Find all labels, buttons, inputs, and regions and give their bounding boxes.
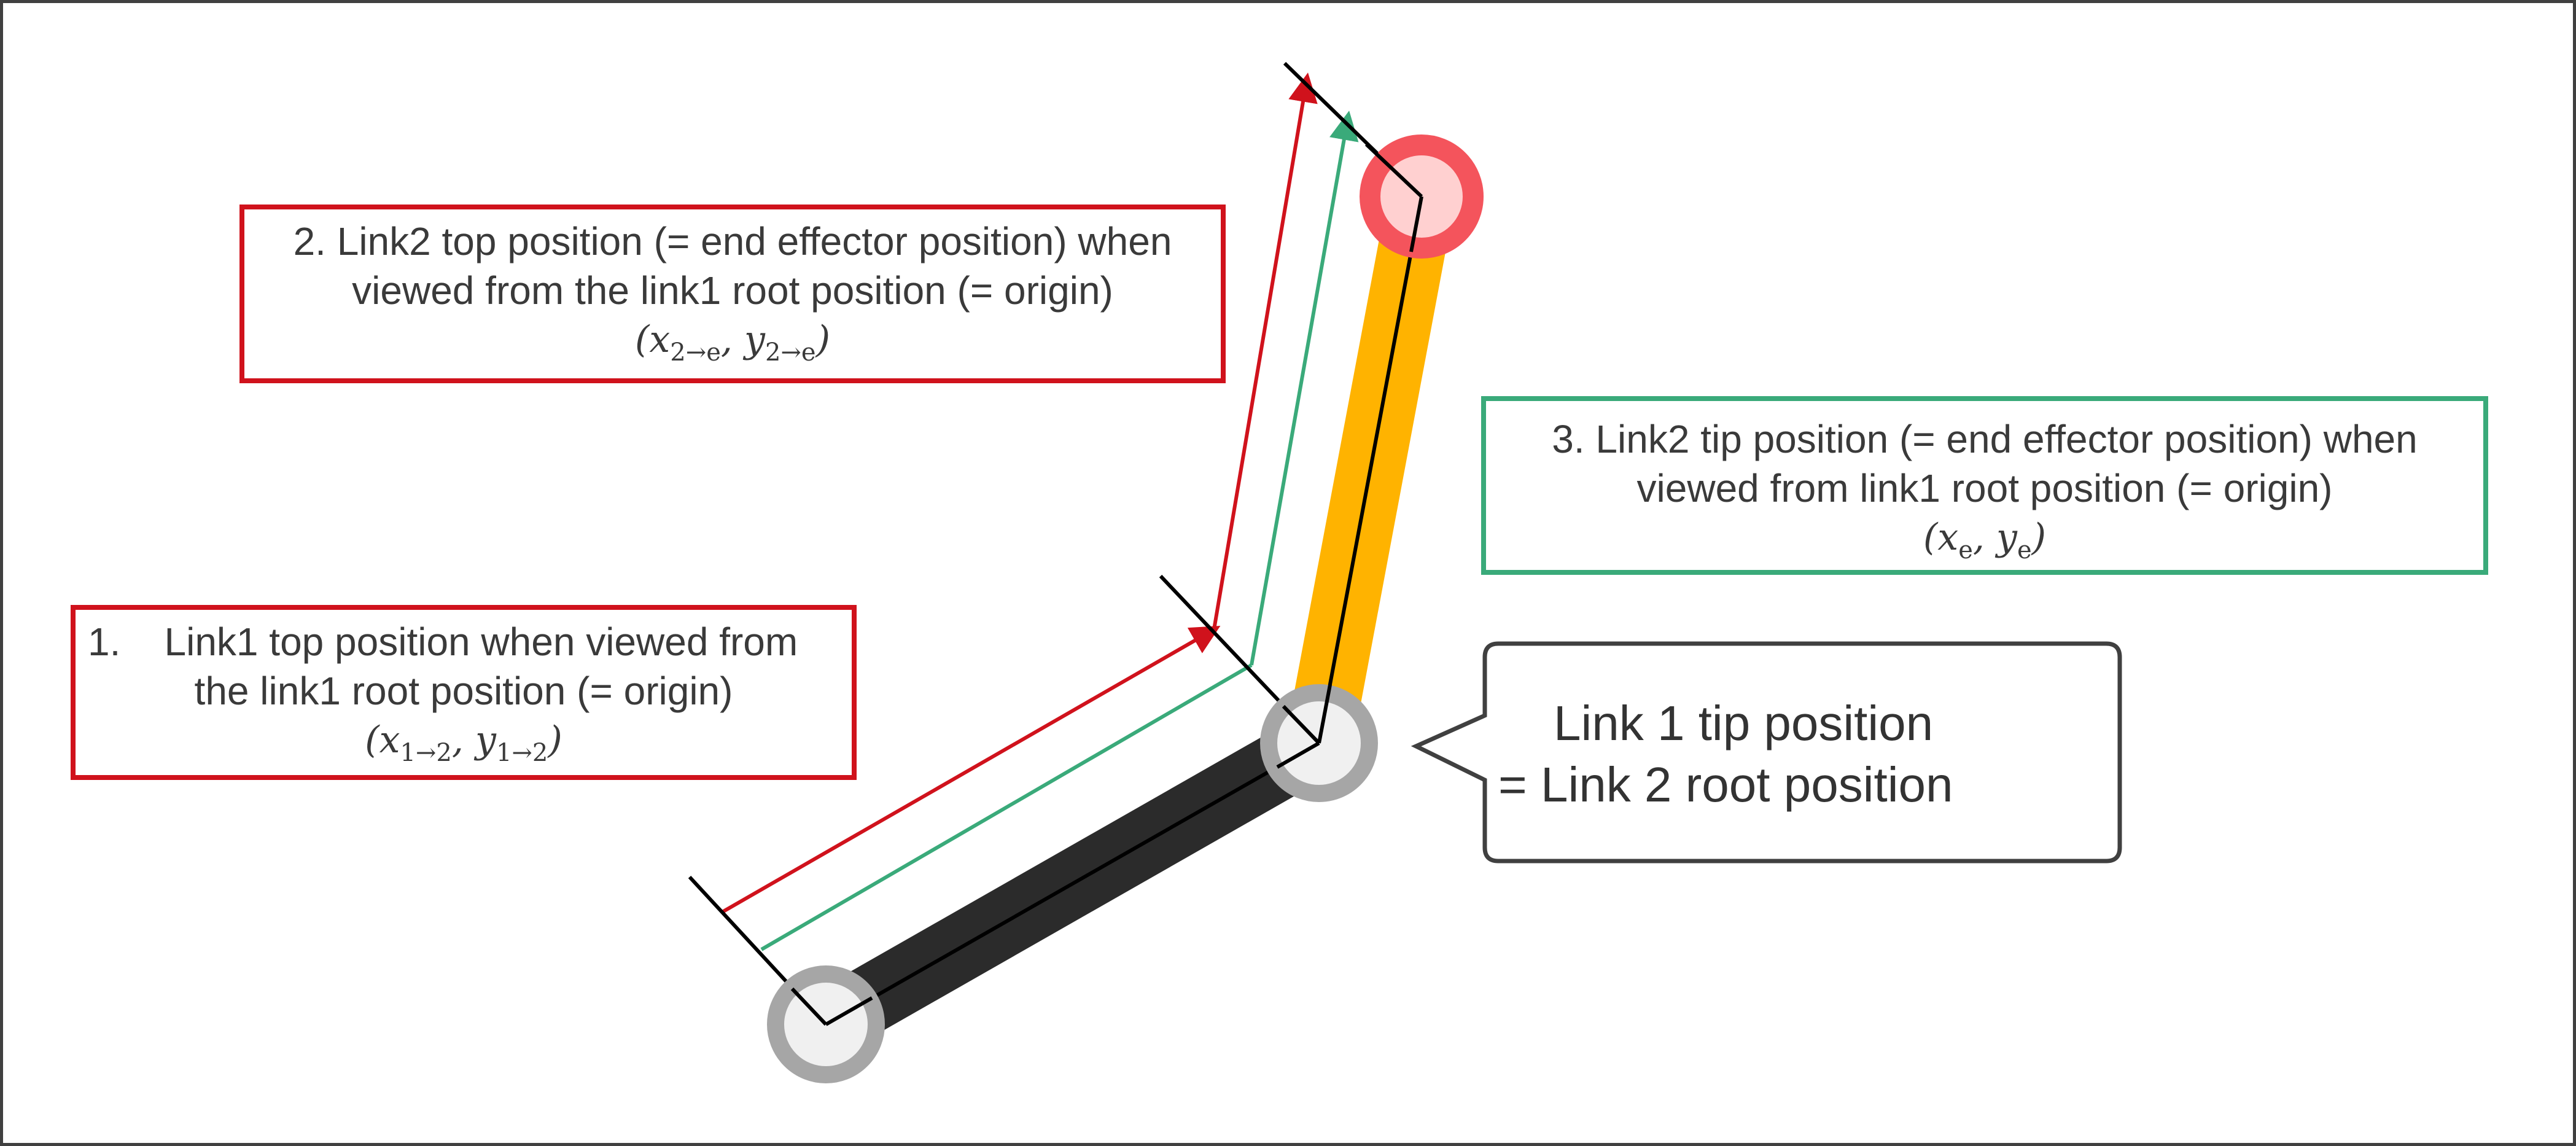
box2-line2: viewed from the link1 root position (= o… (352, 268, 1113, 313)
tip-axis-overlay-2 (1409, 196, 1423, 252)
callout-bubble (1411, 641, 2122, 863)
box1-y: y (475, 719, 496, 762)
root-tick-overlay (790, 987, 828, 1026)
link2-tip-position-label-box: 3. Link2 tip position (= end effector po… (1481, 396, 2488, 575)
box3-x-sub: e (1958, 536, 1973, 564)
link1-axis-line (825, 741, 1320, 1026)
box3-x: x (1937, 516, 1959, 559)
link2-axis-overlay (1317, 684, 1332, 744)
link1-vector-red (722, 626, 1221, 913)
link2-vector-green (1250, 111, 1359, 666)
box3-line1: 3. Link2 tip position (= end effector po… (1552, 417, 2418, 461)
box2-y-sub: 2→e (765, 338, 816, 367)
box2-x: x (649, 318, 671, 361)
box1-x: x (379, 719, 400, 762)
link2-axis-line (1317, 196, 1423, 744)
box2-y: y (744, 318, 765, 361)
link1-vector-green (760, 663, 1253, 951)
box1-line2: the link1 root position (= origin) (194, 669, 733, 713)
box1-formula: (x1→2, y1→2) (365, 719, 562, 767)
link2-top-position-label-box: 2. Link2 top position (= end effector po… (239, 205, 1226, 383)
callout-line2: = Link 2 root position (1498, 757, 1953, 812)
link1-position-label-box: 1. Link1 top position when viewed from t… (71, 605, 857, 780)
mid-tick-overlay (1282, 704, 1321, 745)
box1-line1-text: Link1 top position when viewed from (164, 620, 798, 664)
mid-axis-overlay (1276, 741, 1320, 769)
box3-y-sub: e (2017, 536, 2032, 564)
box1-line1: 1. Link1 top position when viewed from (76, 617, 852, 666)
box2-line1: 2. Link2 top position (= end effector po… (293, 219, 1172, 263)
box2-x-sub: 2→e (670, 338, 721, 367)
box1-y-sub: 1→2 (496, 739, 548, 767)
box1-number: 1. (88, 620, 121, 664)
callout-text: Link 1 tip position = Link 2 root positi… (1498, 693, 2076, 816)
box1-x-sub: 1→2 (400, 739, 452, 767)
box3-formula: (xe, ye) (1923, 516, 2047, 564)
link2-vector-red (1212, 72, 1318, 630)
tip-axis-overlay (1364, 142, 1423, 198)
box3-y: y (1996, 516, 2017, 559)
box3-line2: viewed from link1 root position (= origi… (1636, 466, 2333, 510)
link1-axis-overlay (825, 996, 873, 1026)
box2-formula: (x2→e, y2→e) (634, 318, 831, 367)
callout-line1: Link 1 tip position (1554, 696, 1934, 750)
